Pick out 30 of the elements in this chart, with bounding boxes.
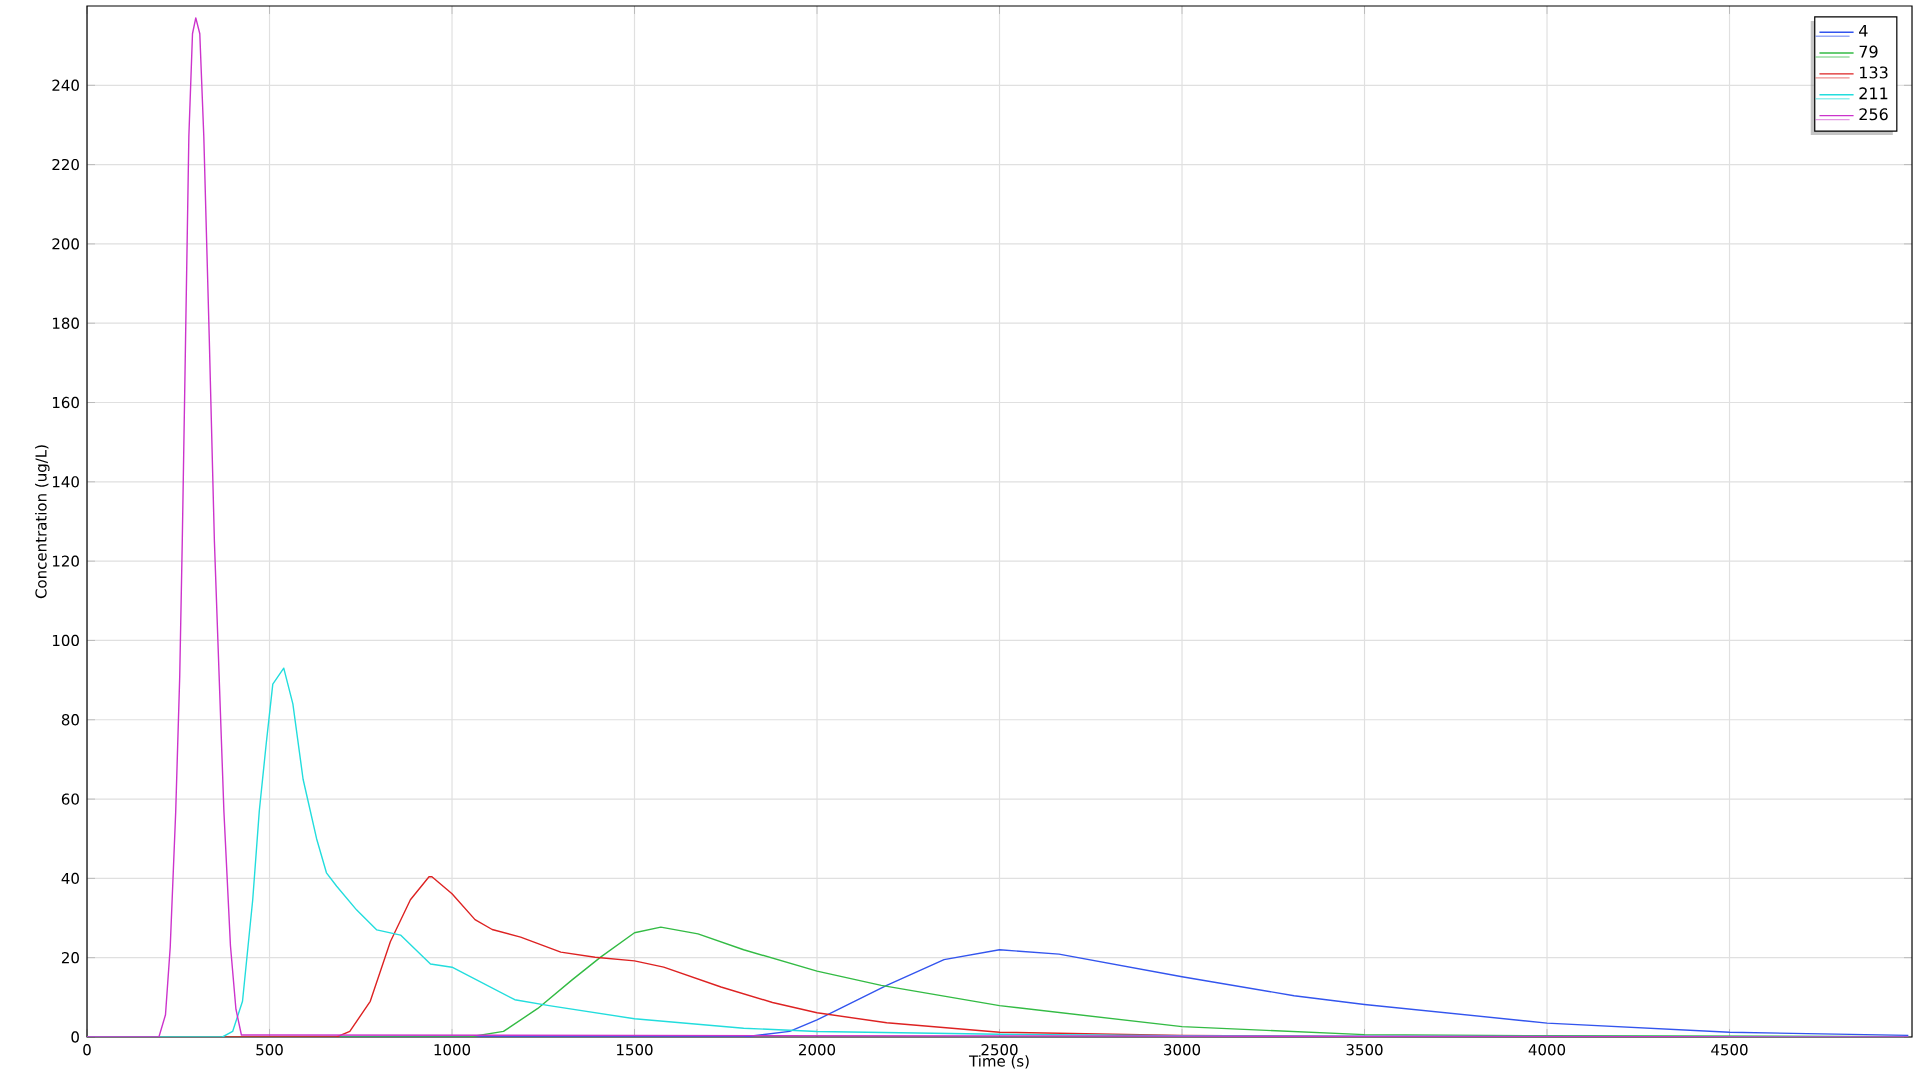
x-tick-label: 4000	[1528, 1044, 1566, 1056]
legend-label: 256	[1859, 108, 1888, 121]
x-tick-label: 2500	[981, 1044, 1018, 1056]
y-tick-label: 80	[61, 714, 79, 726]
legend-label: 211	[1859, 87, 1888, 100]
y-tick-label: 180	[52, 317, 79, 329]
y-tick-label: 160	[52, 396, 79, 409]
y-axis-title: Concentration (ug/L)	[35, 445, 50, 599]
y-tick-label: 60	[61, 793, 79, 805]
y-tick-label: 0	[71, 1031, 79, 1043]
legend-label: 4	[1859, 24, 1868, 37]
x-tick-label: 0	[83, 1044, 91, 1056]
x-tick-label: 1000	[434, 1044, 471, 1056]
x-tick-label: 2000	[799, 1044, 836, 1056]
y-tick-label: 220	[52, 158, 79, 171]
y-tick-label: 20	[61, 952, 79, 964]
x-tick-label: 3500	[1346, 1044, 1383, 1056]
y-tick-label: 200	[52, 238, 79, 250]
x-tick-label: 500	[256, 1044, 283, 1056]
y-tick-label: 140	[52, 476, 79, 488]
y-tick-label: 120	[52, 555, 79, 567]
y-tick-label: 240	[52, 79, 79, 91]
y-tick-label: 100	[52, 634, 79, 647]
x-axis-title: Time (s)	[968, 1055, 1029, 1069]
x-tick-label: 1500	[617, 1044, 653, 1056]
legend-label: 79	[1859, 45, 1878, 58]
x-tick-label: 4500	[1711, 1044, 1748, 1056]
legend-label: 133	[1860, 66, 1888, 79]
x-tick-label: 3000	[1164, 1044, 1201, 1056]
y-tick-label: 40	[61, 872, 79, 885]
